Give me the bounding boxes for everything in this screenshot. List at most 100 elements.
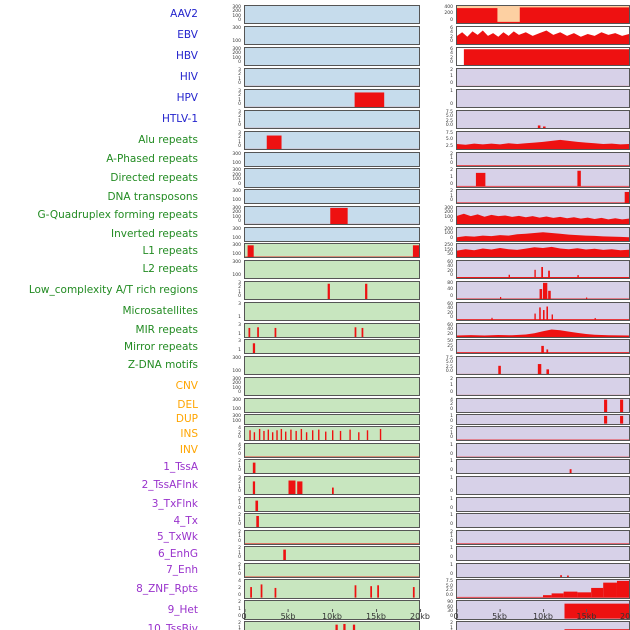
y-tick-label: 4: [450, 30, 453, 35]
y-tick-label: 1: [450, 513, 453, 518]
x-tick-label: 15kb: [366, 609, 386, 621]
track-label: CNV: [175, 380, 198, 393]
y-tick-label: 200: [232, 9, 241, 14]
y-tick-label: 150: [444, 247, 453, 253]
y-tick-label: 100: [232, 160, 241, 166]
right-y-axis: 7.5 5.0 2.5 0.0: [420, 579, 456, 600]
left-panel: [244, 4, 420, 25]
y-tick-label: 2: [238, 430, 241, 436]
left-panel: [244, 426, 420, 442]
y-tick-label: 2: [238, 93, 241, 98]
y-tick-label: 0.0: [445, 592, 453, 598]
y-tick-label: 0: [238, 144, 241, 149]
y-tick-label: 200: [232, 172, 241, 178]
right-y-axis: 7.5 5.0 2.5 0.0: [420, 109, 456, 130]
y-tick-label: 0: [450, 294, 453, 299]
left-panel: [244, 205, 420, 226]
y-tick-label: 0: [450, 451, 453, 457]
y-tick-label: 100: [232, 252, 241, 257]
left-panel: [244, 46, 420, 67]
y-tick-label: 0: [238, 505, 241, 511]
right-y-axis: 300 200 100 0: [420, 205, 456, 226]
y-tick-label: 300: [232, 205, 241, 211]
y-tick-label: 0: [450, 81, 453, 86]
y-tick-label: 300: [232, 243, 241, 248]
y-tick-label: 1: [450, 193, 453, 199]
track-label: 4_Tx: [173, 514, 198, 527]
track-row: AAV2 300 200 100 0 400 200 0: [0, 4, 630, 25]
y-tick-label: 1: [450, 430, 453, 436]
right-panel: [456, 4, 630, 25]
track-row: L1 repeats 300 100 250 150 50: [0, 243, 630, 260]
left-y-axis: 300 100: [204, 397, 244, 414]
y-tick-label: 5.0: [445, 360, 453, 365]
track-label: HTLV-1: [161, 113, 198, 126]
y-tick-label: 1: [450, 383, 453, 389]
y-tick-label: 200: [444, 210, 453, 215]
track-label: Microsatellites: [122, 305, 198, 318]
y-tick-label: 100: [444, 214, 453, 220]
x-tick-label: 20kb: [620, 609, 630, 621]
right-y-axis: 80 40 0: [420, 280, 456, 301]
track-label: 8_ZNF_Rpts: [136, 582, 198, 595]
y-tick-label: 1: [238, 517, 241, 523]
y-tick-label: 300: [232, 259, 241, 265]
track-row: EBV 300 100 6 4 2 0: [0, 25, 630, 46]
track-label: INV: [179, 444, 198, 456]
y-tick-label: 0: [450, 468, 453, 473]
y-tick-label: 0: [450, 219, 453, 224]
left-y-axis: 300 100: [204, 25, 244, 46]
y-tick-label: 4: [450, 51, 453, 56]
y-tick-label: 0: [238, 390, 241, 395]
y-tick-label: 0: [238, 522, 241, 527]
right-panel: [456, 579, 630, 599]
track-label: Mirror repeats: [124, 340, 198, 353]
left-panel: [244, 151, 420, 167]
right-panel: [456, 339, 630, 355]
right-panel: [456, 376, 630, 397]
right-panel: [456, 459, 630, 475]
y-tick-label: 1: [238, 331, 241, 337]
y-tick-label: 0: [450, 522, 453, 527]
y-tick-label: 200: [232, 51, 241, 56]
track-label: DEL: [177, 399, 198, 411]
y-tick-label: 25: [447, 343, 453, 349]
right-panel: [456, 189, 630, 205]
y-tick-label: 60: [447, 259, 453, 265]
left-panel: [244, 513, 420, 529]
y-tick-label: 3: [238, 130, 241, 136]
y-tick-label: 2: [450, 168, 453, 173]
left-panel: [244, 496, 420, 512]
track-label: Z-DNA motifs: [127, 359, 198, 372]
right-panel: [456, 301, 630, 322]
x-tick-label: 10kb: [322, 609, 342, 621]
y-tick-label: 1: [450, 625, 453, 630]
y-tick-label: 2: [450, 402, 453, 407]
y-tick-label: 0: [238, 294, 241, 299]
track-row: 2_TssAFlnk 3 2 1 0 1 0: [0, 475, 630, 496]
y-tick-label: 2: [238, 513, 241, 518]
y-tick-label: 1: [450, 156, 453, 161]
left-panel: [244, 355, 420, 376]
right-panel: [456, 414, 630, 425]
y-tick-label: 2: [450, 34, 453, 40]
y-tick-label: 1: [450, 562, 453, 568]
track-row: HIV 3 2 1 0 2 1 0: [0, 67, 630, 88]
x-tick-label: 5kb: [280, 609, 296, 621]
track-label: DUP: [175, 413, 198, 426]
track-label: L1 repeats: [142, 244, 198, 257]
y-tick-label: 0: [238, 60, 241, 65]
track-row: L2 repeats 300 100 60 40 20 0: [0, 259, 630, 280]
y-tick-label: 0: [450, 235, 453, 241]
track-row: CNV 300 200 100 0 2 1 0: [0, 376, 630, 397]
